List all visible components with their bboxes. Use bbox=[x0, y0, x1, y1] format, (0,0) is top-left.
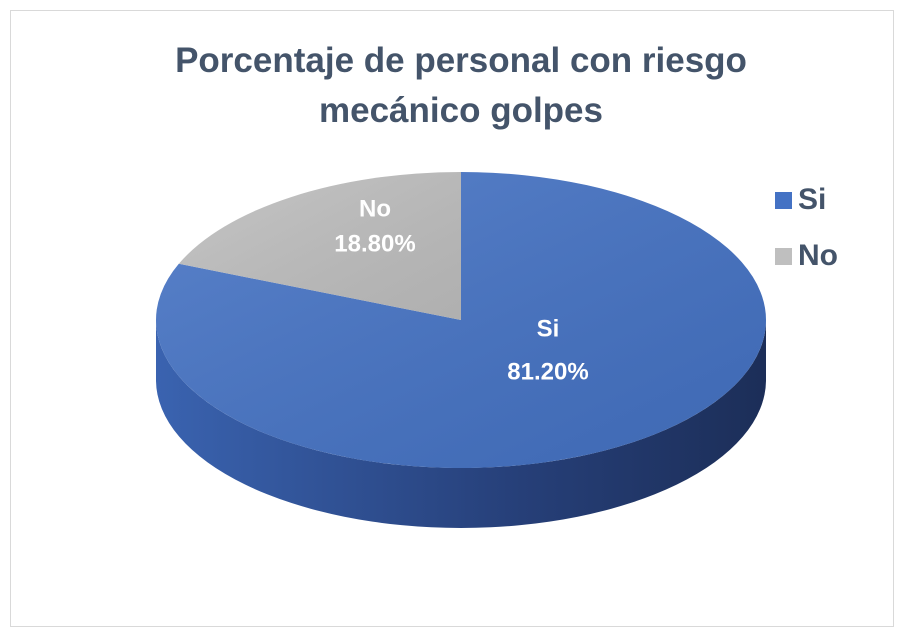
legend-label: Si bbox=[798, 183, 826, 216]
legend-swatch bbox=[775, 248, 792, 265]
data-label-value: 18.80% bbox=[334, 230, 415, 257]
data-label-value: 81.20% bbox=[507, 358, 588, 385]
data-label-name: No bbox=[359, 195, 391, 222]
legend-swatch bbox=[775, 192, 792, 209]
legend-label: No bbox=[798, 239, 838, 272]
chart-border bbox=[10, 10, 894, 627]
data-label-name: Si bbox=[537, 315, 560, 342]
chart-title: Porcentaje de personal con riesgo mecáni… bbox=[175, 41, 747, 130]
pie-side bbox=[156, 320, 766, 528]
